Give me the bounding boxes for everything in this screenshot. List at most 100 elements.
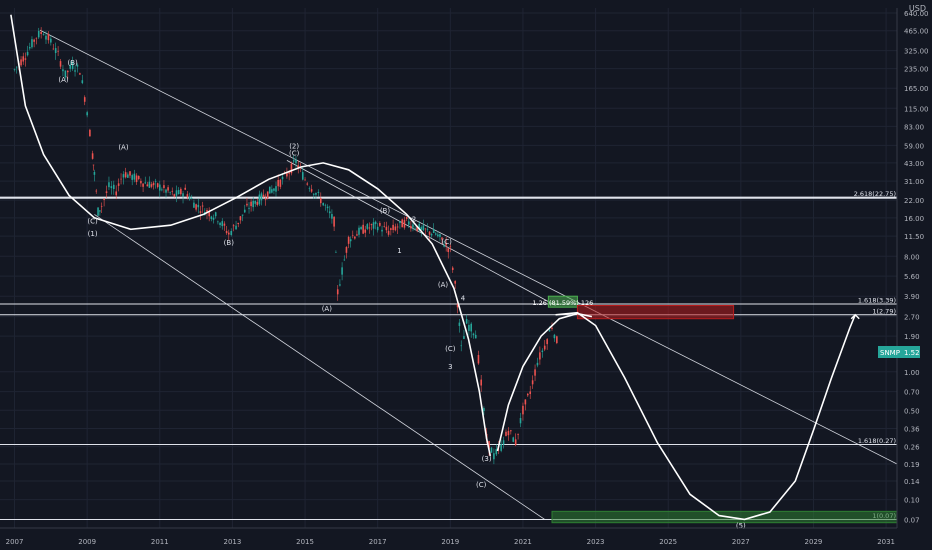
candle-body bbox=[59, 61, 62, 67]
candle-body bbox=[197, 204, 200, 208]
candle-body bbox=[22, 56, 25, 62]
candle-body bbox=[396, 226, 399, 228]
candle-body bbox=[140, 180, 142, 184]
candle-body bbox=[493, 453, 495, 460]
x-tick-label: 2027 bbox=[732, 538, 750, 546]
candle-body bbox=[522, 405, 524, 415]
candle-body bbox=[483, 408, 485, 412]
candle-body bbox=[526, 393, 529, 396]
candle-body bbox=[217, 221, 219, 223]
wave-label: (A) bbox=[58, 76, 69, 84]
candle-body bbox=[124, 172, 127, 178]
candle-body bbox=[531, 380, 534, 385]
candle-body bbox=[89, 129, 91, 137]
candle-body bbox=[214, 212, 217, 217]
x-tick-label: 2009 bbox=[78, 538, 96, 546]
wave-label: 4 bbox=[461, 295, 466, 303]
candle-body bbox=[210, 216, 213, 219]
candle-body bbox=[93, 172, 96, 175]
y-tick-label: 16.00 bbox=[904, 215, 924, 223]
candle-body bbox=[362, 224, 364, 234]
candle-body bbox=[262, 194, 265, 198]
candle-body bbox=[376, 226, 379, 231]
candle-body bbox=[449, 246, 452, 247]
candle-body bbox=[374, 221, 377, 225]
wave-label: (5) bbox=[736, 522, 746, 530]
grid bbox=[0, 8, 897, 528]
candle-body bbox=[379, 222, 381, 226]
candle-body bbox=[195, 204, 197, 210]
candle-body bbox=[281, 176, 284, 180]
y-tick-label: 22.00 bbox=[904, 197, 924, 205]
candle-body bbox=[256, 201, 259, 205]
candle-body bbox=[117, 183, 120, 186]
candle-body bbox=[50, 38, 52, 43]
candle-body bbox=[468, 324, 470, 331]
candle-body bbox=[97, 207, 99, 216]
candle-body bbox=[422, 225, 425, 231]
candle-body bbox=[74, 70, 76, 72]
candle-body bbox=[463, 336, 465, 339]
candle-body bbox=[254, 200, 257, 204]
candle-body bbox=[390, 228, 392, 230]
x-tick-label: 2029 bbox=[805, 538, 823, 546]
candle-body bbox=[500, 444, 502, 451]
y-tick-label: 83.00 bbox=[904, 123, 924, 131]
candle-body bbox=[470, 323, 472, 332]
candle-body bbox=[237, 222, 240, 225]
candle-body bbox=[548, 330, 551, 332]
x-tick-label: 2013 bbox=[224, 538, 242, 546]
y-tick-label: 640.00 bbox=[904, 10, 929, 18]
y-tick-label: 43.00 bbox=[904, 160, 924, 168]
candle-body bbox=[437, 234, 439, 237]
projection-arrowhead bbox=[850, 313, 860, 320]
candle-body bbox=[201, 205, 204, 207]
candle-body bbox=[40, 31, 42, 34]
candle-body bbox=[392, 224, 394, 230]
candle-body bbox=[180, 188, 182, 195]
candle-body bbox=[243, 209, 246, 213]
candle-body bbox=[345, 247, 348, 253]
wave-label: (C) bbox=[87, 217, 98, 225]
candle-body bbox=[235, 225, 237, 230]
candle-body bbox=[47, 34, 50, 41]
candle-body bbox=[288, 172, 290, 174]
candle-body bbox=[146, 184, 149, 187]
candle-body bbox=[295, 159, 297, 164]
y-tick-label: 2.70 bbox=[904, 314, 920, 322]
trend-line bbox=[94, 214, 545, 520]
y-tick-label: 0.19 bbox=[904, 461, 920, 469]
candle-body bbox=[161, 189, 163, 191]
candle-body bbox=[347, 236, 350, 244]
y-tick-label: 0.26 bbox=[904, 444, 920, 452]
candle-body bbox=[412, 224, 414, 228]
candle-body bbox=[232, 225, 235, 227]
candle-body bbox=[304, 179, 306, 181]
candle-body bbox=[275, 186, 277, 192]
candle-body bbox=[42, 34, 45, 36]
candle-body bbox=[108, 182, 110, 188]
x-tick-label: 2019 bbox=[441, 538, 459, 546]
x-tick-label: 2023 bbox=[587, 538, 605, 546]
wave-label: (B) bbox=[67, 59, 78, 67]
candle-body bbox=[514, 439, 517, 446]
candle-body bbox=[553, 334, 556, 339]
candle-body bbox=[64, 70, 67, 78]
candle-body bbox=[91, 153, 94, 159]
candle-body bbox=[175, 190, 178, 196]
candle-body bbox=[297, 165, 300, 169]
candle-body bbox=[258, 194, 261, 205]
projection-curve bbox=[555, 311, 856, 521]
candle-body bbox=[135, 175, 138, 182]
candle-body bbox=[381, 229, 383, 232]
candle-body bbox=[335, 252, 337, 253]
candle-body bbox=[517, 433, 519, 435]
candle-body bbox=[474, 334, 477, 339]
y-tick-label: 115.00 bbox=[904, 105, 929, 113]
candle-body bbox=[105, 191, 108, 193]
candle-body bbox=[79, 73, 81, 75]
candle-body bbox=[45, 35, 47, 40]
candle-body bbox=[227, 232, 230, 235]
candle-body bbox=[103, 198, 105, 200]
